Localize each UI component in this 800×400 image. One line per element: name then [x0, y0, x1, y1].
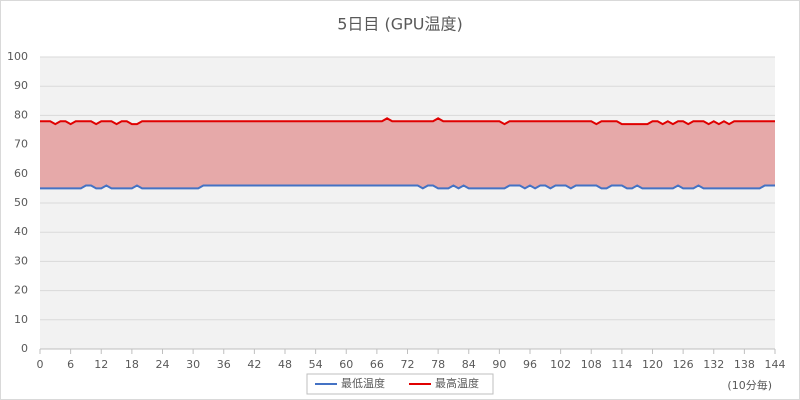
x-tick-label: 144 — [765, 358, 786, 371]
x-tick-label: 0 — [37, 358, 44, 371]
x-tick-label: 12 — [94, 358, 108, 371]
y-tick-label: 0 — [21, 342, 28, 355]
legend-label: 最低温度 — [341, 376, 385, 390]
y-tick-label: 100 — [7, 50, 28, 63]
x-tick-label: 90 — [492, 358, 506, 371]
y-tick-label: 80 — [14, 108, 28, 121]
x-tick-label: 48 — [278, 358, 292, 371]
x-tick-label: 24 — [156, 358, 170, 371]
y-tick-label: 10 — [14, 313, 28, 326]
series-line — [40, 117, 775, 126]
x-tick-label: 120 — [642, 358, 663, 371]
x-tick-label: 96 — [523, 358, 537, 371]
x-tick-label: 66 — [370, 358, 384, 371]
legend: 最低温度 最高温度 — [306, 373, 494, 395]
y-tick-label: 40 — [14, 225, 28, 238]
x-tick-label: 84 — [462, 358, 476, 371]
y-tick-label: 90 — [14, 79, 28, 92]
x-tick-label: 30 — [186, 358, 200, 371]
chart-title: 5日目 (GPU温度) — [337, 15, 463, 34]
x-tick-label: 72 — [401, 358, 415, 371]
x-tick-label: 60 — [339, 358, 353, 371]
y-tick-label: 70 — [14, 138, 28, 151]
legend-label: 最高温度 — [435, 376, 479, 390]
y-tick-label: 20 — [14, 284, 28, 297]
x-tick-label: 54 — [309, 358, 323, 371]
series-line — [40, 184, 775, 190]
x-unit-label: (10分毎) — [727, 379, 772, 392]
x-tick-label: 18 — [125, 358, 139, 371]
x-tick-label: 36 — [217, 358, 231, 371]
x-tick-label: 108 — [581, 358, 602, 371]
x-tick-label: 42 — [247, 358, 261, 371]
x-tick-label: 78 — [431, 358, 445, 371]
x-tick-label: 114 — [611, 358, 632, 371]
legend-box — [306, 373, 494, 395]
range-area — [40, 118, 775, 189]
x-tick-label: 6 — [67, 358, 74, 371]
y-tick-label: 60 — [14, 167, 28, 180]
x-tick-label: 138 — [734, 358, 755, 371]
x-tick-label: 132 — [703, 358, 724, 371]
y-tick-label: 50 — [14, 196, 28, 209]
y-tick-label: 30 — [14, 254, 28, 267]
x-tick-label: 102 — [550, 358, 571, 371]
x-tick-label: 126 — [673, 358, 694, 371]
